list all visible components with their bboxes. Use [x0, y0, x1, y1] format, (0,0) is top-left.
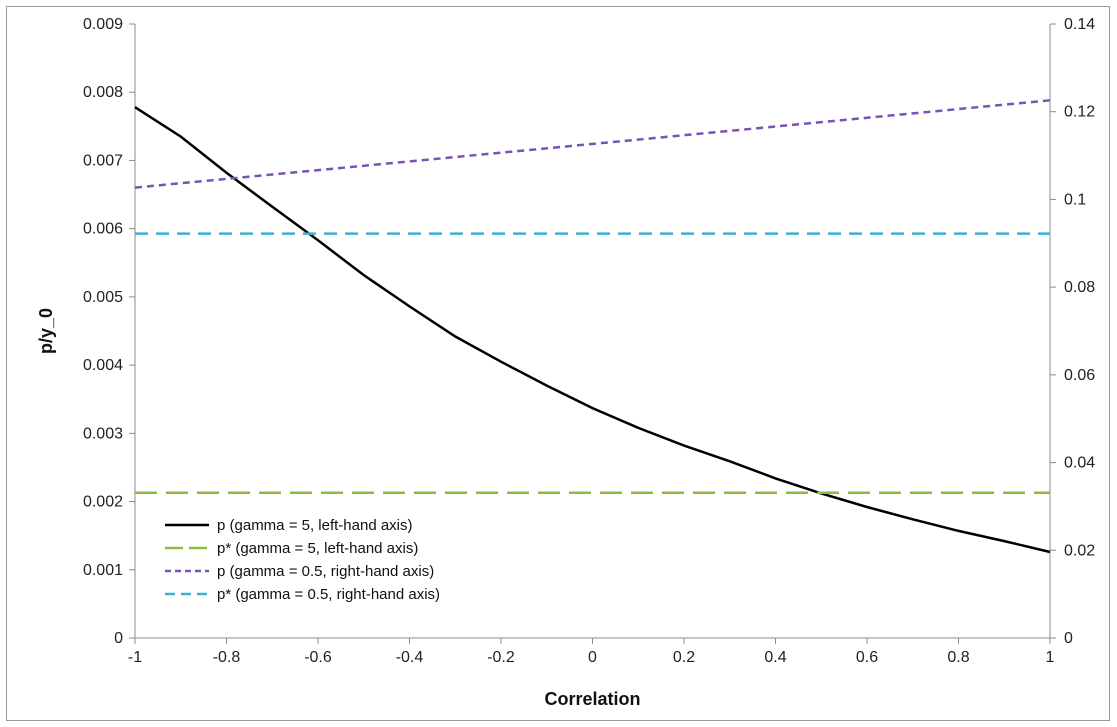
y-right-tick-label: 0.14: [1064, 16, 1095, 33]
legend-label-4: p* (gamma = 0.5, right-hand axis): [217, 586, 440, 603]
y-left-tick-label: 0.007: [83, 152, 123, 169]
y-right-tick-label: 0.06: [1064, 367, 1095, 384]
y-left-tick-label: 0.002: [83, 494, 123, 511]
y-right-tick-label: 0: [1064, 630, 1073, 647]
y-left-tick-label: 0.005: [83, 289, 123, 306]
x-tick-label: 0.4: [764, 649, 786, 666]
legend-label-3: p (gamma = 0.5, right-hand axis): [217, 563, 434, 580]
y-left-tick-label: 0.008: [83, 84, 123, 101]
x-tick-label: -1: [128, 649, 142, 666]
y-left-tick-label: 0.003: [83, 425, 123, 442]
series-line-3: [134, 99, 1051, 189]
y-left-tick-label: 0.004: [83, 357, 123, 374]
y-right-tick-label: 0.12: [1064, 104, 1095, 121]
y-left-tick-label: 0: [114, 630, 123, 647]
x-tick-label: 1: [1046, 649, 1055, 666]
y-left-tick-label: 0.009: [83, 16, 123, 33]
x-tick-label: -0.4: [396, 649, 424, 666]
x-tick-label: 0.2: [673, 649, 695, 666]
x-tick-label: -0.2: [487, 649, 515, 666]
x-tick-label: 0.6: [856, 649, 878, 666]
x-tick-label: -0.6: [304, 649, 332, 666]
x-tick-label: -0.8: [213, 649, 241, 666]
y-right-tick-label: 0.04: [1064, 455, 1095, 472]
x-tick-label: 0.8: [947, 649, 969, 666]
y-right-tick-label: 0.02: [1064, 542, 1095, 559]
legend-label-2: p* (gamma = 5, left-hand axis): [217, 540, 418, 557]
series-line-1: [134, 106, 1051, 554]
y-right-tick-label: 0.1: [1064, 191, 1086, 208]
y-left-tick-label: 0.001: [83, 562, 123, 579]
x-tick-label: 0: [588, 649, 597, 666]
y-right-tick-label: 0.08: [1064, 279, 1095, 296]
y-axis-title: p/y_0: [36, 308, 56, 354]
y-left-tick-label: 0.006: [83, 221, 123, 238]
chart-frame: [6, 6, 1110, 721]
legend-label-1: p (gamma = 5, left-hand axis): [217, 517, 413, 534]
x-axis-title: Correlation: [544, 689, 640, 709]
